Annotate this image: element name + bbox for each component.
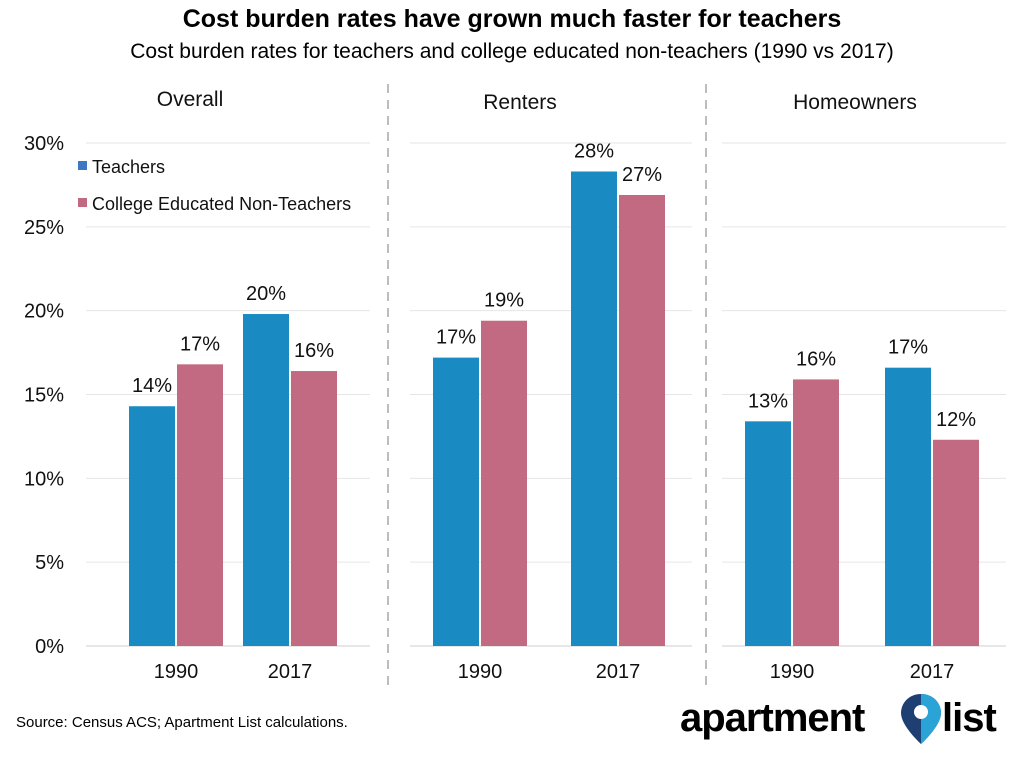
legend-swatch xyxy=(78,198,87,207)
bar xyxy=(291,371,337,646)
y-tick-label: 25% xyxy=(24,217,64,239)
data-label: 19% xyxy=(484,290,524,312)
y-tick-label: 10% xyxy=(24,468,64,490)
bar xyxy=(571,171,617,646)
x-tick-label: 1990 xyxy=(770,661,815,683)
y-tick-label: 30% xyxy=(24,133,64,155)
data-label: 14% xyxy=(132,375,172,397)
bar xyxy=(619,194,665,646)
panel-title: Homeowners xyxy=(793,91,917,114)
bar xyxy=(433,357,479,646)
chart-title: Cost burden rates have grown much faster… xyxy=(182,5,842,33)
data-label: 28% xyxy=(574,141,614,163)
y-tick-label: 15% xyxy=(24,385,64,407)
y-tick-label: 0% xyxy=(35,636,64,658)
bar xyxy=(793,379,839,646)
panel-title: Overall xyxy=(157,88,224,111)
logo-word-apartment: apartment xyxy=(680,696,865,740)
source-note: Source: Census ACS; Apartment List calcu… xyxy=(16,714,348,731)
apartment-list-logo: apartment list xyxy=(680,690,1010,750)
bar xyxy=(481,320,527,646)
data-label: 17% xyxy=(180,333,220,355)
data-label: 20% xyxy=(246,283,286,305)
data-label: 17% xyxy=(436,327,476,349)
chart-area: 0% 5% 10% 15% 20% 25% 30% Overall 14% 17% 1990 20% 1… xyxy=(24,84,1006,688)
logo-word-list: list xyxy=(942,696,997,740)
x-tick-label: 1990 xyxy=(154,661,199,683)
bar xyxy=(129,406,175,646)
map-pin-icon xyxy=(901,694,941,744)
y-tick-label: 20% xyxy=(24,301,64,323)
data-label: 16% xyxy=(796,348,836,370)
data-label: 13% xyxy=(748,390,788,412)
bar xyxy=(243,314,289,646)
bar xyxy=(885,367,931,646)
x-tick-label: 1990 xyxy=(458,661,503,683)
chart-subtitle: Cost burden rates for teachers and colle… xyxy=(130,40,894,63)
legend-swatch xyxy=(78,161,87,170)
bar xyxy=(745,421,791,646)
data-label: 17% xyxy=(888,337,928,359)
data-label: 16% xyxy=(294,340,334,362)
x-tick-label: 2017 xyxy=(268,661,313,683)
bar xyxy=(933,439,979,646)
panel-title: Renters xyxy=(483,91,557,114)
legend-label: Teachers xyxy=(92,157,165,177)
x-tick-label: 2017 xyxy=(596,661,641,683)
y-tick-label: 5% xyxy=(35,552,64,574)
legend-label: College Educated Non-Teachers xyxy=(92,194,351,214)
bar xyxy=(177,364,223,646)
data-label: 12% xyxy=(936,409,976,431)
data-label: 27% xyxy=(622,164,662,186)
x-tick-label: 2017 xyxy=(910,661,955,683)
